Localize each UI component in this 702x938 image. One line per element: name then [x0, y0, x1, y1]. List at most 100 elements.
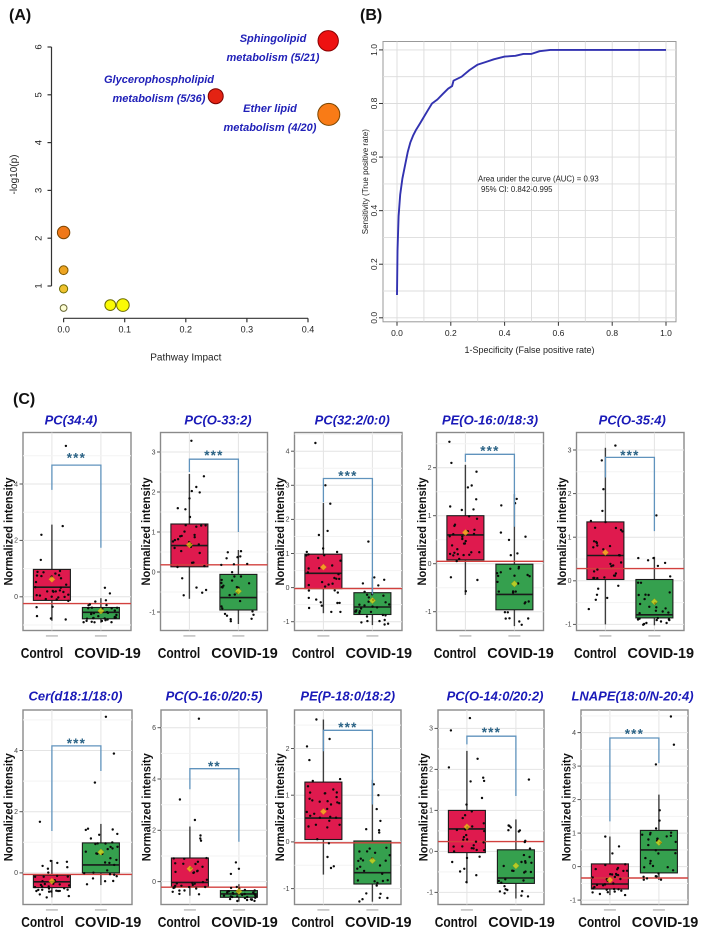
svg-text:PE(O-16:0/18:3): PE(O-16:0/18:3) [442, 413, 538, 428]
svg-text:COVID-19: COVID-19 [346, 645, 413, 662]
svg-text:Normalized intensity: Normalized intensity [2, 753, 16, 861]
svg-text:2: 2 [14, 538, 18, 545]
svg-text:0.6: 0.6 [552, 328, 564, 338]
svg-text:3: 3 [34, 188, 45, 193]
svg-text:metabolism (5/21): metabolism (5/21) [227, 52, 320, 64]
svg-text:Normalized intensity: Normalized intensity [415, 477, 429, 585]
svg-text:Sphingolipid: Sphingolipid [240, 33, 307, 45]
svg-text:0: 0 [429, 849, 433, 856]
svg-text:-1: -1 [570, 897, 576, 904]
svg-text:4: 4 [34, 140, 45, 145]
svg-text:0: 0 [572, 864, 576, 871]
svg-text:0.4: 0.4 [369, 204, 379, 216]
svg-text:-1: -1 [149, 609, 155, 616]
svg-text:PC(34:4): PC(34:4) [45, 413, 98, 428]
svg-text:3: 3 [568, 447, 572, 454]
svg-text:-1: -1 [425, 609, 431, 616]
svg-text:Control: Control [434, 645, 477, 662]
svg-text:Normalized intensity: Normalized intensity [2, 477, 16, 585]
svg-text:2: 2 [152, 828, 156, 835]
svg-text:4: 4 [286, 449, 290, 456]
svg-text:1.0: 1.0 [660, 328, 672, 338]
svg-text:1.0: 1.0 [369, 44, 379, 56]
svg-text:COVID-19: COVID-19 [628, 645, 695, 662]
svg-text:1: 1 [152, 529, 156, 536]
svg-text:1: 1 [428, 513, 432, 520]
svg-text:Normalized intensity: Normalized intensity [139, 477, 153, 585]
svg-text:**: ** [208, 759, 221, 774]
svg-text:0: 0 [14, 870, 18, 877]
svg-text:Normalized intensity: Normalized intensity [417, 753, 431, 861]
svg-text:4: 4 [14, 748, 18, 755]
svg-text:Glycerophospholipid: Glycerophospholipid [104, 74, 214, 86]
svg-text:0.4: 0.4 [302, 324, 315, 334]
svg-text:-1: -1 [283, 886, 289, 893]
svg-text:***: *** [482, 725, 501, 740]
svg-text:COVID-19: COVID-19 [75, 914, 142, 931]
svg-text:COVID-19: COVID-19 [488, 914, 555, 931]
svg-text:0.4: 0.4 [499, 328, 511, 338]
svg-text:0.0: 0.0 [57, 324, 70, 334]
svg-text:***: *** [67, 736, 86, 751]
svg-text:PC(O-16:0/20:5): PC(O-16:0/20:5) [166, 689, 263, 704]
svg-text:1: 1 [286, 793, 290, 800]
svg-text:Normalized intensity: Normalized intensity [560, 753, 574, 861]
svg-text:2: 2 [286, 517, 290, 524]
svg-text:PC(O-33:2): PC(O-33:2) [184, 413, 251, 428]
svg-text:metabolism (5/36): metabolism (5/36) [113, 93, 206, 105]
svg-text:2: 2 [428, 465, 432, 472]
svg-text:COVID-19: COVID-19 [74, 645, 141, 662]
svg-text:1: 1 [568, 535, 572, 542]
svg-text:0.2: 0.2 [180, 324, 193, 334]
svg-text:0.0: 0.0 [391, 328, 403, 338]
svg-text:LNAPE(18:0/N-20:4): LNAPE(18:0/N-20:4) [571, 689, 693, 704]
svg-text:Control: Control [292, 645, 335, 662]
svg-text:Cer(d18:1/18:0): Cer(d18:1/18:0) [29, 689, 123, 704]
svg-text:Control: Control [574, 645, 617, 662]
svg-text:Ether lipid: Ether lipid [243, 103, 297, 115]
svg-text:0: 0 [428, 561, 432, 568]
svg-text:0.2: 0.2 [445, 328, 457, 338]
svg-text:2: 2 [572, 797, 576, 804]
svg-text:1-Specificity (False positive: 1-Specificity (False positive rate) [464, 345, 594, 355]
svg-text:0.6: 0.6 [369, 151, 379, 163]
svg-text:0: 0 [286, 585, 290, 592]
svg-text:PC(O-35:4): PC(O-35:4) [599, 413, 666, 428]
svg-text:0: 0 [286, 839, 290, 846]
svg-text:1: 1 [286, 551, 290, 558]
svg-text:***: *** [625, 727, 644, 742]
svg-text:Pathway Impact: Pathway Impact [150, 352, 221, 363]
svg-text:4: 4 [572, 730, 576, 737]
svg-text:0.3: 0.3 [241, 324, 254, 334]
svg-text:0.2: 0.2 [369, 258, 379, 270]
svg-text:Normalized intensity: Normalized intensity [273, 477, 287, 585]
svg-text:Normalized intensity: Normalized intensity [273, 753, 287, 861]
svg-text:6: 6 [152, 725, 156, 732]
svg-text:***: *** [67, 450, 86, 465]
svg-text:Control: Control [292, 914, 335, 931]
svg-text:PC(O-14:0/20:2): PC(O-14:0/20:2) [447, 689, 544, 704]
svg-text:PE(P-18:0/18:2): PE(P-18:0/18:2) [300, 689, 395, 704]
svg-text:0.0: 0.0 [369, 312, 379, 324]
svg-text:0.8: 0.8 [606, 328, 618, 338]
svg-text:-1: -1 [283, 619, 289, 626]
svg-text:Area under the curve (AUC) = 0: Area under the curve (AUC) = 0.93 [478, 175, 599, 184]
svg-text:-1: -1 [565, 622, 571, 629]
svg-text:2: 2 [568, 491, 572, 498]
svg-text:Normalized intensity: Normalized intensity [140, 753, 154, 861]
svg-text:2: 2 [429, 767, 433, 774]
svg-text:2: 2 [152, 489, 156, 496]
svg-text:1: 1 [572, 830, 576, 837]
svg-text:COVID-19: COVID-19 [345, 914, 412, 931]
svg-text:-log10(p): -log10(p) [9, 154, 20, 194]
svg-text:Control: Control [435, 914, 478, 931]
svg-text:2: 2 [286, 746, 290, 753]
svg-text:0: 0 [152, 569, 156, 576]
svg-text:***: *** [620, 448, 639, 463]
svg-text:Control: Control [21, 645, 64, 662]
svg-text:***: *** [480, 444, 499, 459]
svg-text:3: 3 [286, 483, 290, 490]
svg-text:Control: Control [578, 914, 621, 931]
svg-text:COVID-19: COVID-19 [632, 914, 699, 931]
svg-text:1: 1 [34, 283, 45, 288]
